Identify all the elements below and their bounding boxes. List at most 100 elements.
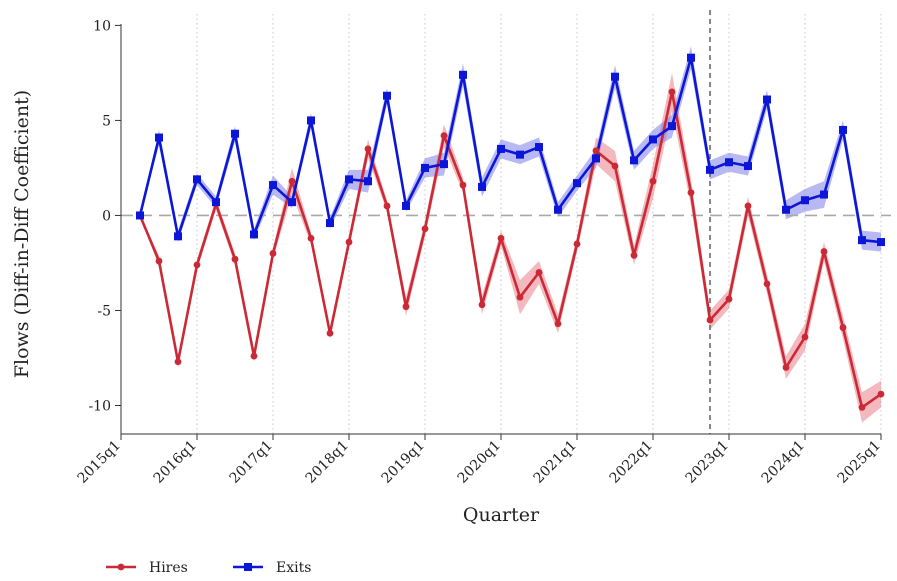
point-hires-32 — [725, 295, 733, 303]
y-axis-ticks: 10 5 0 -5 -10 — [88, 18, 121, 414]
point-exits-34 — [763, 95, 771, 104]
point-exits-36 — [801, 196, 809, 205]
point-exits-35 — [782, 205, 790, 214]
point-exits-21 — [516, 150, 524, 159]
y-axis-title: Flows (Diff-in-Diff Coefficient) — [11, 90, 33, 378]
x-tick-label-2025q1: 2025q1 — [835, 438, 884, 487]
point-exits-14 — [383, 91, 391, 100]
point-hires-28 — [649, 177, 657, 185]
point-hires-30 — [687, 189, 695, 197]
y-tick-label--5: -5 — [97, 303, 111, 319]
point-exits-9 — [288, 198, 296, 207]
point-exits-4 — [193, 175, 201, 184]
point-hires-15 — [402, 303, 410, 311]
legend-marker-exits — [244, 563, 252, 571]
legend-label-hires: Hires — [149, 560, 188, 576]
point-hires-14 — [383, 202, 391, 210]
line-hires — [138, 90, 882, 409]
point-hires-24 — [573, 240, 581, 248]
point-exits-17 — [440, 160, 448, 169]
point-hires-27 — [630, 251, 638, 259]
point-exits-26 — [611, 72, 619, 81]
point-exits-2 — [155, 133, 163, 142]
point-exits-38 — [839, 125, 847, 134]
x-axis-ticks: 2015q1 2016q1 2017q1 2018q1 2019q1 2020q1 2021… — [75, 434, 884, 487]
legend-marker-hires — [117, 563, 125, 571]
point-hires-6 — [231, 255, 239, 263]
line-exits — [138, 56, 882, 244]
point-exits-32 — [725, 158, 733, 167]
point-exits-23 — [554, 205, 562, 214]
point-hires-34 — [763, 280, 771, 288]
axes — [120, 24, 881, 435]
point-hires-39 — [858, 403, 866, 411]
point-hires-26 — [611, 162, 619, 170]
point-hires-9 — [288, 177, 296, 185]
point-hires-16 — [421, 225, 429, 233]
y-tick-label-0: 0 — [102, 208, 111, 224]
y-tick-label-10: 10 — [93, 18, 111, 34]
point-exits-28 — [649, 135, 657, 144]
point-exits-22 — [535, 143, 543, 152]
x-tick-label-2018q1: 2018q1 — [303, 438, 352, 487]
point-exits-30 — [687, 53, 695, 62]
point-hires-19 — [478, 301, 486, 309]
point-exits-39 — [858, 236, 866, 245]
vertical-gridlines — [196, 14, 882, 434]
point-exits-11 — [326, 219, 334, 228]
legend-entry-exits: Exits — [233, 560, 311, 576]
x-axis-title: Quarter — [463, 504, 540, 526]
point-hires-29 — [668, 88, 676, 96]
point-hires-2 — [155, 257, 163, 265]
point-exits-25 — [592, 154, 600, 163]
point-hires-4 — [193, 261, 201, 269]
x-tick-label-2016q1: 2016q1 — [151, 438, 200, 487]
point-exits-1 — [136, 211, 144, 220]
point-hires-25 — [592, 147, 600, 155]
y-tick-label-5: 5 — [102, 113, 111, 129]
point-exits-24 — [573, 179, 581, 188]
point-hires-22 — [535, 269, 543, 276]
point-exits-6 — [231, 129, 239, 138]
point-hires-23 — [554, 320, 562, 328]
legend-label-exits: Exits — [276, 560, 311, 576]
point-hires-3 — [174, 358, 182, 366]
point-hires-40 — [877, 390, 885, 398]
point-exits-20 — [497, 144, 505, 153]
point-hires-33 — [744, 202, 752, 210]
point-hires-36 — [801, 333, 809, 341]
point-exits-19 — [478, 182, 486, 191]
point-exits-10 — [307, 116, 315, 125]
point-hires-11 — [326, 329, 334, 337]
point-hires-10 — [307, 234, 315, 242]
point-exits-37 — [820, 190, 828, 199]
point-exits-16 — [421, 163, 429, 172]
point-hires-17 — [440, 132, 448, 140]
x-tick-label-2019q1: 2019q1 — [379, 438, 428, 487]
point-hires-21 — [516, 293, 524, 301]
x-tick-label-2017q1: 2017q1 — [227, 438, 276, 487]
point-hires-35 — [782, 364, 790, 371]
point-exits-5 — [212, 198, 220, 207]
point-exits-13 — [364, 177, 372, 186]
point-hires-8 — [269, 250, 277, 257]
point-exits-15 — [402, 201, 410, 210]
legend: Hires Exits — [106, 560, 311, 576]
point-exits-33 — [744, 162, 752, 171]
point-hires-20 — [497, 234, 505, 242]
point-exits-31 — [706, 165, 714, 174]
y-tick-label--10: -10 — [88, 398, 111, 414]
series-markers — [136, 53, 885, 411]
x-tick-label-2015q1: 2015q1 — [75, 438, 124, 487]
x-tick-label-2023q1: 2023q1 — [683, 438, 732, 487]
point-exits-12 — [345, 175, 353, 184]
x-tick-label-2024q1: 2024q1 — [759, 438, 808, 487]
x-tick-label-2020q1: 2020q1 — [455, 438, 504, 487]
point-hires-38 — [839, 324, 847, 331]
point-exits-29 — [668, 122, 676, 131]
x-tick-label-2021q1: 2021q1 — [531, 438, 580, 487]
series-lines — [138, 56, 882, 409]
point-exits-7 — [250, 230, 258, 239]
point-exits-27 — [630, 156, 638, 165]
